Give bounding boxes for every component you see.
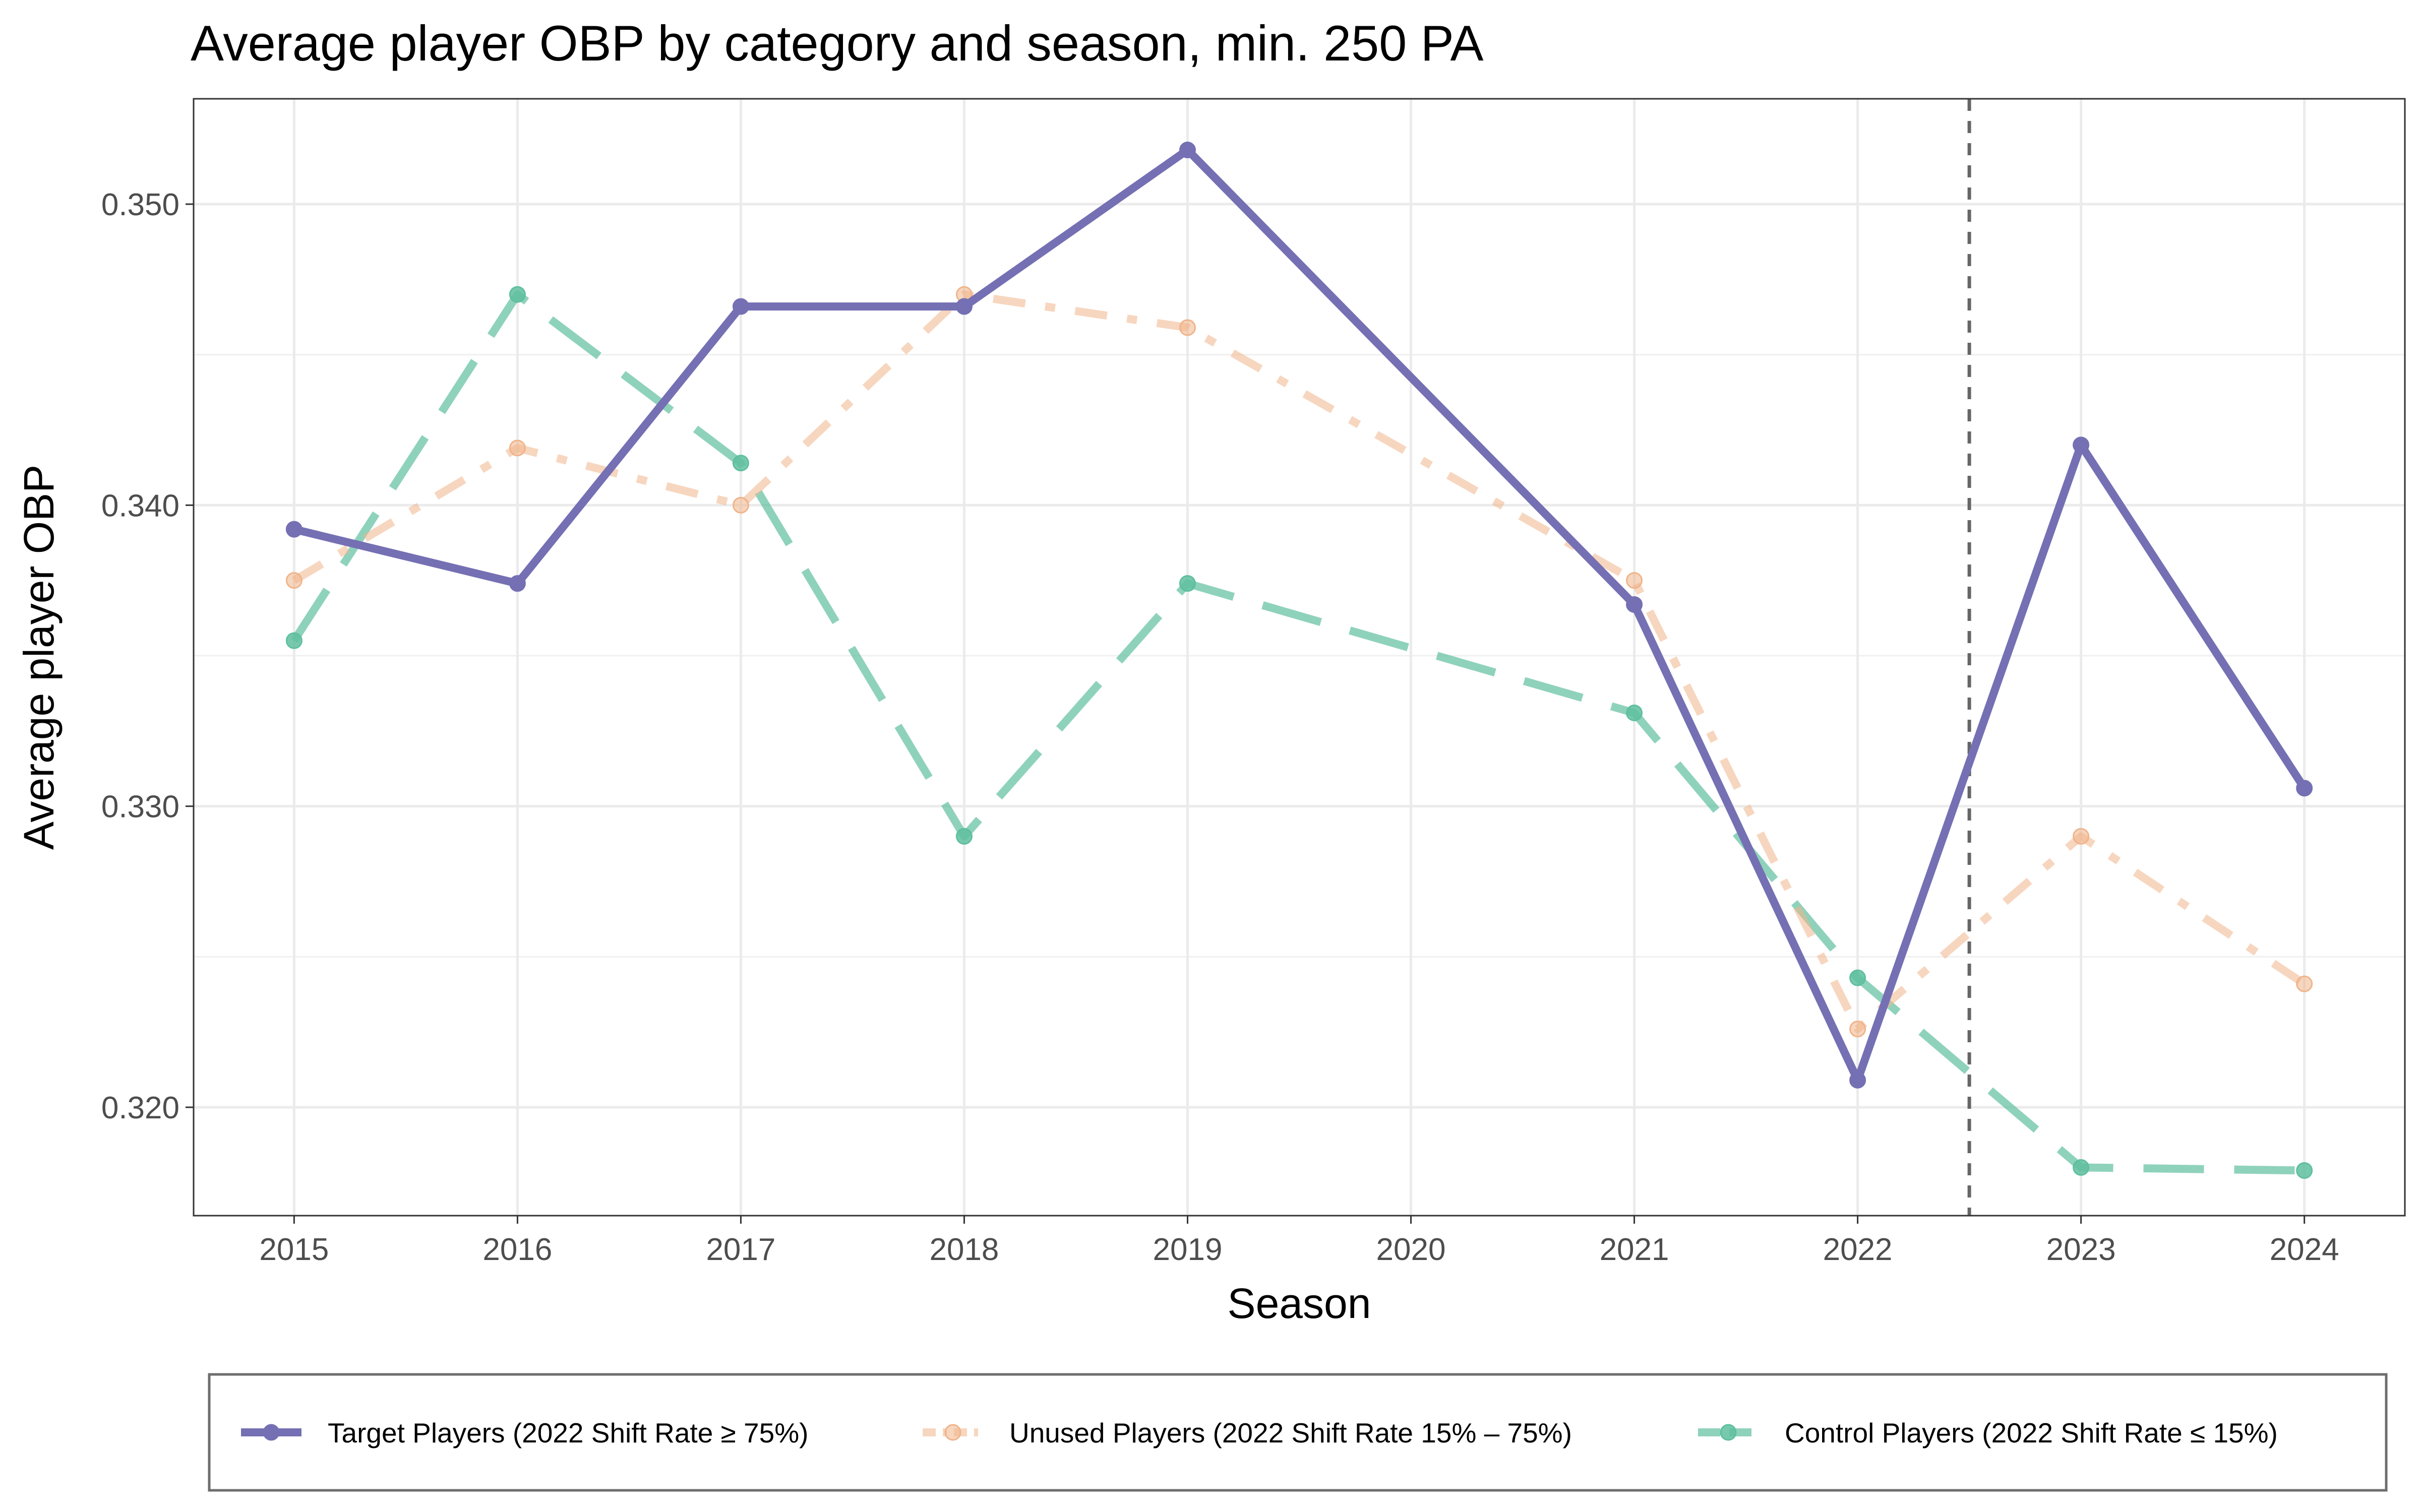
x-tick-label-4: 2019	[1153, 1232, 1223, 1267]
x-axis-title: Season	[1228, 1280, 1371, 1327]
series-2-point-2016	[509, 286, 526, 303]
grid-lines	[194, 99, 2405, 1216]
x-tick-label-7: 2022	[1823, 1232, 1893, 1267]
x-tick-label-3: 2018	[929, 1232, 999, 1267]
x-tick-label-5: 2020	[1376, 1232, 1446, 1267]
series-1-point-2024	[2296, 975, 2313, 992]
series-2-point-2024	[2296, 1162, 2313, 1179]
x-tick-label-0: 2015	[259, 1232, 329, 1267]
series-2-point-2022	[1849, 969, 1866, 986]
series-0	[285, 142, 2313, 1089]
series-layer	[285, 142, 2313, 1179]
y-axis-title: Average player OBP	[15, 465, 63, 850]
y-tick-label-3: 0.350	[101, 187, 179, 222]
series-2-point-2017	[732, 455, 749, 472]
legend-item-0: Target Players (2022 Shift Rate ≥ 75%)	[241, 1417, 808, 1448]
chart-title: Average player OBP by category and seaso…	[191, 15, 1484, 71]
series-1-point-2015	[285, 572, 302, 589]
series-2-point-2023	[2073, 1159, 2090, 1176]
legend: Target Players (2022 Shift Rate ≥ 75%) Un…	[208, 1373, 2388, 1492]
series-2-point-2019	[1179, 575, 1196, 592]
series-1	[285, 286, 2313, 1038]
series-1-point-2016	[509, 439, 526, 457]
x-tick-label-2: 2017	[706, 1232, 775, 1267]
y-tick-label-1: 0.330	[101, 790, 179, 825]
x-tick-label-6: 2021	[1600, 1232, 1669, 1267]
series-0-point-2019	[1179, 142, 1196, 159]
y-tick-label-0: 0.320	[101, 1091, 179, 1125]
series-0-point-2022	[1849, 1072, 1866, 1089]
series-0-point-2021	[1626, 596, 1643, 613]
series-2-point-2021	[1626, 705, 1643, 722]
legend-key-marker-0	[263, 1424, 280, 1441]
plot-panel-border	[193, 98, 2406, 1217]
series-1-point-2022	[1849, 1021, 1866, 1038]
series-0-point-2018	[955, 298, 973, 315]
legend-key-marker-1	[944, 1424, 961, 1441]
legend-box	[208, 1373, 2388, 1492]
series-1-point-2023	[2073, 828, 2090, 845]
series-2-point-2018	[955, 828, 973, 845]
legend-item-2: Control Players (2022 Shift Rate ≤ 15%)	[1698, 1417, 2278, 1448]
series-0-point-2024	[2296, 780, 2313, 797]
series-0-point-2023	[2073, 436, 2090, 454]
series-1-point-2019	[1179, 319, 1196, 336]
series-0-point-2017	[732, 298, 749, 315]
series-0-point-2016	[509, 575, 526, 592]
legend-label-1: Unused Players (2022 Shift Rate 15% – 75…	[1009, 1417, 1572, 1448]
x-tick-label-1: 2016	[482, 1232, 552, 1267]
series-2	[285, 286, 2313, 1179]
series-line-2	[290, 290, 2305, 1175]
x-tick-label-9: 2024	[2270, 1232, 2339, 1267]
legend-label-0: Target Players (2022 Shift Rate ≥ 75%)	[328, 1417, 808, 1448]
series-2-point-2015	[285, 632, 302, 649]
series-0-point-2015	[285, 521, 302, 538]
y-tick-label-2: 0.340	[101, 488, 179, 523]
legend-label-2: Control Players (2022 Shift Rate ≤ 15%)	[1785, 1417, 2278, 1448]
series-1-point-2021	[1626, 572, 1643, 589]
x-tick-label-8: 2023	[2046, 1232, 2116, 1267]
axis-ticks: 0.320 0.330 0.340 0.350 2015 2016 2017 2018 2019…	[101, 187, 2339, 1267]
series-1-point-2017	[732, 496, 749, 514]
legend-key-marker-2	[1720, 1424, 1737, 1441]
legend-item-1: Unused Players (2022 Shift Rate 15% – 75…	[923, 1417, 1572, 1448]
